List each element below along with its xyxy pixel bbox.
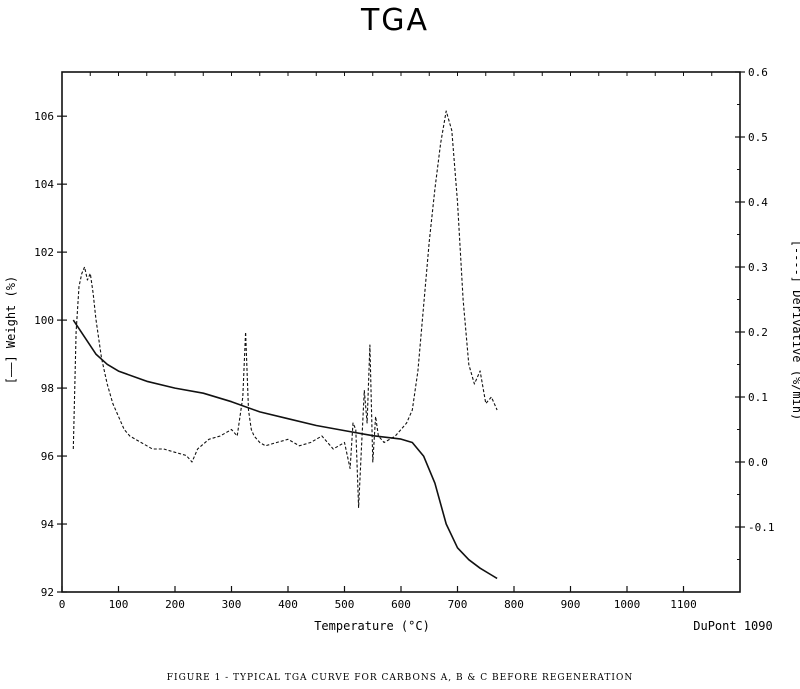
y-left-tick-label: 100 [34,314,54,327]
x-tick-label: 700 [448,598,468,611]
y-right-axis-label: [----] Derivative (%/min) [790,240,800,421]
plot-frame [61,71,741,593]
y-left-axis: 92 94 96 98 100 102 104 106 [34,110,67,599]
x-tick-label: 600 [391,598,411,611]
y-left-tick-label: 96 [41,450,54,463]
weight-curve [72,319,498,580]
y-right-axis: -0.1 0.0 0.1 0.2 0.3 0.4 0.5 0.6 [735,66,775,560]
y-right-tick-label: 0.1 [748,391,768,404]
y-left-tick-label: 102 [34,246,54,259]
x-tick-label: 1000 [614,598,641,611]
figure-caption: FIGURE 1 - TYPICAL TGA CURVE FOR CARBONS… [167,673,633,683]
instrument-label: DuPont 1090 [693,619,772,633]
y-left-tick-label: 104 [34,178,54,191]
series-layer [72,110,498,580]
y-right-tick-label: -0.1 [748,521,775,534]
x-tick-label: 800 [504,598,524,611]
x-tick-label: 500 [335,598,355,611]
chart-title: TGA [360,3,429,38]
x-tick-label: 300 [222,598,242,611]
derivative-curve [72,110,498,509]
x-tick-label: 200 [165,598,185,611]
x-tick-label: 400 [278,598,298,611]
y-right-tick-label: 0.3 [748,261,768,274]
y-right-tick-label: 0.4 [748,196,768,209]
y-left-tick-label: 98 [41,382,54,395]
y-left-axis-label: [——] Weight (%) [4,276,18,384]
plot-border [61,71,741,593]
x-tick-label: 1100 [670,598,697,611]
y-right-tick-label: 0.0 [748,456,768,469]
x-tick-label: 100 [109,598,129,611]
x-axis: 0 100 200 300 400 500 600 700 800 900 1000 1100 [59,72,713,611]
y-left-tick-label: 106 [34,110,54,123]
y-right-tick-label: 0.5 [748,131,768,144]
y-right-tick-label: 0.2 [748,326,768,339]
x-tick-label: 0 [59,598,66,611]
y-right-tick-label: 0.6 [748,66,768,79]
y-left-tick-label: 94 [41,518,55,531]
y-left-tick-label: 92 [41,586,54,599]
x-axis-label: Temperature (°C) [314,619,430,633]
x-tick-label: 900 [561,598,581,611]
